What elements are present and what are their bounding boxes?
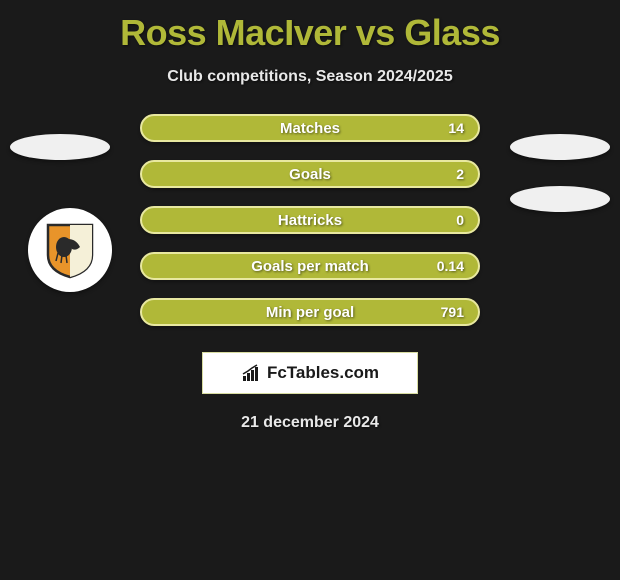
stat-value: 791 — [441, 304, 464, 320]
stat-label: Goals — [289, 166, 331, 183]
stat-bar-goals-per-match: Goals per match 0.14 — [140, 252, 480, 280]
stat-bar-hattricks: Hattricks 0 — [140, 206, 480, 234]
chart-icon — [241, 364, 263, 382]
player-ellipse-right-2 — [510, 186, 610, 212]
stat-label: Goals per match — [251, 258, 369, 275]
date-text: 21 december 2024 — [0, 414, 620, 432]
brand-text: FcTables.com — [267, 363, 379, 383]
stat-value: 14 — [448, 120, 464, 136]
stat-label: Hattricks — [278, 212, 342, 229]
stat-bar-matches: Matches 14 — [140, 114, 480, 142]
stat-bar-goals: Goals 2 — [140, 160, 480, 188]
brand-box: FcTables.com — [202, 352, 418, 394]
player-ellipse-right-1 — [510, 134, 610, 160]
stat-bar-min-per-goal: Min per goal 791 — [140, 298, 480, 326]
stat-bars: Matches 14 Goals 2 Hattricks 0 Goals per… — [140, 114, 480, 326]
stat-value: 2 — [456, 166, 464, 182]
stat-label: Matches — [280, 120, 340, 137]
stat-value: 0 — [456, 212, 464, 228]
main-area: Matches 14 Goals 2 Hattricks 0 Goals per… — [0, 114, 620, 432]
stat-value: 0.14 — [437, 258, 464, 274]
player-ellipse-left-1 — [10, 134, 110, 160]
stat-label: Min per goal — [266, 304, 354, 321]
page-title: Ross MacIver vs Glass — [0, 0, 620, 54]
subtitle: Club competitions, Season 2024/2025 — [0, 68, 620, 86]
club-badge — [28, 208, 112, 292]
shield-icon — [44, 221, 96, 279]
